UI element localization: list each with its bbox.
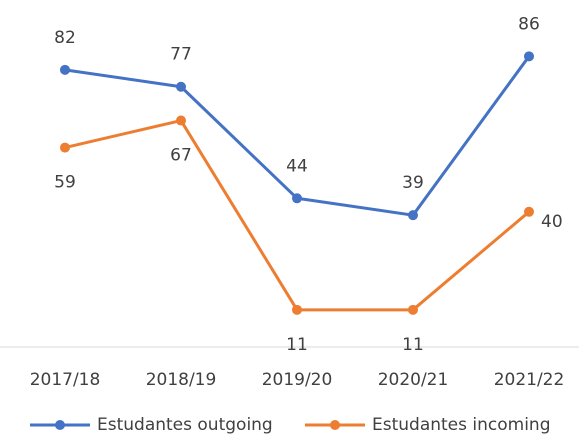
legend-marker [55,420,65,430]
legend-marker [330,420,340,430]
point [524,206,534,217]
series-line [64,55,531,217]
legend-label: Estudantes incoming [372,415,551,435]
data-label: 82 [54,28,76,48]
data-label: 11 [286,335,308,355]
point [292,304,302,315]
data-label: 40 [541,212,563,232]
point [524,51,534,62]
point [292,193,302,204]
x-tick-label: 2019/20 [262,370,333,390]
x-tick-label: 2017/18 [30,370,101,390]
point [60,142,70,153]
data-label: 11 [402,335,424,355]
series-line [64,119,530,312]
legend-label: Estudantes outgoing [97,415,273,435]
point [408,304,418,315]
data-label: 39 [402,173,424,193]
point [60,64,70,75]
x-tick-label: 2021/22 [494,370,565,390]
data-label: 77 [170,45,192,65]
data-label: 67 [170,146,192,166]
x-tick-label: 2018/19 [146,370,217,390]
x-tick-label: 2020/21 [378,370,449,390]
point [176,115,186,126]
data-label: 44 [286,156,308,176]
point [408,210,418,221]
point [176,81,186,92]
data-label: 86 [518,14,540,34]
data-label: 59 [54,173,76,193]
